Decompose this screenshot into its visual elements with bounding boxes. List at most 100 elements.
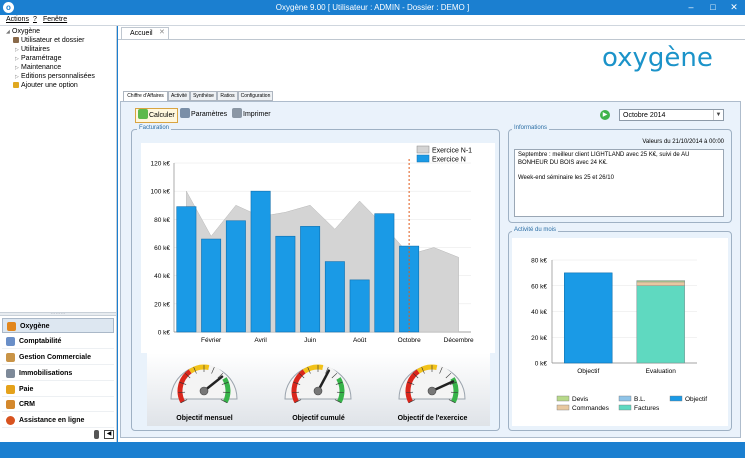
imprimer-button[interactable]: Imprimer [232, 108, 271, 121]
collapse-icon[interactable]: ◀ [104, 430, 114, 439]
bar-mai [275, 235, 296, 333]
y-tick-label: 80 k€ [154, 217, 170, 224]
module-crm[interactable]: CRM [2, 397, 114, 412]
gauge-band [405, 369, 420, 404]
gauge-tick [439, 367, 443, 374]
subtab-synthese[interactable]: Synthèse [190, 91, 217, 101]
building-icon [6, 369, 15, 378]
bar-evaluation-factures [636, 285, 685, 364]
tree-item-user[interactable]: Utilisateur et dossier [13, 37, 84, 44]
caret-down-icon: ◢ [6, 29, 10, 35]
legend-swatch [618, 395, 632, 402]
legend-swatch [556, 395, 570, 402]
x-tick-label: Juin [304, 337, 316, 344]
legend-label: B.L. [634, 396, 646, 403]
gauge-tick [211, 367, 215, 374]
gauge-tick [408, 399, 416, 404]
window-title-bar: Oxygène 9.00 [ Utilisateur : ADMIN - Dos… [0, 0, 745, 15]
gauge-band [302, 364, 324, 374]
module-paie[interactable]: Paie [2, 382, 114, 397]
gauge-tick [331, 372, 338, 379]
crm-icon [6, 400, 15, 409]
gauge-tick [307, 367, 311, 374]
y-tick-label: 40 k€ [154, 273, 170, 280]
tree-item-maintenance[interactable]: ▷ Maintenance [15, 64, 62, 71]
legend-swatch [618, 404, 632, 411]
legend-label-n: Exercice N [432, 157, 466, 164]
legend-label: Commandes [572, 405, 610, 412]
caret-right-icon: ▷ [15, 65, 19, 71]
menu-window[interactable]: Fenêtre [43, 16, 68, 23]
commerce-icon [6, 353, 15, 362]
printer-icon [232, 108, 242, 118]
subtab-ratios[interactable]: Ratios [217, 91, 238, 101]
tab-close-icon[interactable]: ✕ [159, 29, 165, 36]
gauge-tick [221, 381, 229, 385]
help-icon [6, 416, 15, 425]
y-tick-label: 0 k€ [535, 361, 548, 368]
gauge-tick [407, 381, 415, 385]
caret-right-icon: ▷ [15, 56, 19, 62]
x-tick-label: Objectif [577, 368, 599, 375]
module-gestion-commerciale[interactable]: Gestion Commerciale [2, 350, 114, 365]
chevron-down-icon[interactable]: ▼ [713, 110, 723, 120]
period-select[interactable]: Octobre 2014 [619, 109, 724, 121]
subtab-configuration[interactable]: Configuration [238, 91, 273, 101]
tree-item-add-option[interactable]: Ajouter une option [13, 82, 78, 89]
y-tick-label: 0 k€ [158, 330, 171, 337]
legend-label: Devis [572, 396, 589, 403]
activite-chart: 0 k€ 20 k€ 40 k€ 60 k€ 80 k€ Objectif Evaluat… [512, 238, 728, 426]
y-tick-label: 100 k€ [150, 189, 170, 196]
gauge-tick [298, 372, 305, 379]
gauge-band [436, 365, 455, 380]
x-tick-label: Avril [254, 337, 267, 344]
bar-juillet [324, 261, 345, 333]
x-tick-label: Août [353, 337, 367, 344]
gauge-band [208, 365, 227, 380]
module-immobilisations[interactable]: Immobilisations [2, 366, 114, 381]
tree-item-settings[interactable]: ▷ Paramétrage [15, 55, 62, 62]
accounting-icon [6, 337, 15, 346]
tree-item-editions[interactable]: ▷ Editions personnalisées [15, 73, 95, 80]
module-oxygene[interactable]: Oxygène [2, 318, 114, 333]
close-icon[interactable]: ✕ [730, 2, 738, 12]
gauge-tick [334, 399, 342, 404]
gauge-tick [421, 367, 425, 374]
module-assistance[interactable]: Assistance en ligne [2, 413, 114, 428]
play-icon[interactable]: ▶ [600, 110, 610, 120]
gauge-tick [180, 399, 188, 404]
module-comptabilite[interactable]: Comptabilité [2, 334, 114, 349]
maximize-icon[interactable]: □ [710, 2, 716, 12]
bar-août [349, 279, 370, 333]
tree-root[interactable]: ◢ Oxygène [6, 28, 41, 35]
info-textarea[interactable]: Septembre : meilleur client LIGHTLAND av… [514, 149, 724, 217]
y-tick-label: 60 k€ [154, 245, 170, 252]
gauge-band [177, 369, 192, 404]
menu-actions[interactable]: Actions [6, 16, 29, 23]
tree-item-utilities[interactable]: ▷ Utilitaires [15, 46, 50, 53]
gauge-tick [193, 367, 197, 374]
sidebar-splitter[interactable]: ⋯⋯⋯ [0, 312, 116, 317]
tab-accueil[interactable]: Accueil [121, 27, 169, 39]
parametres-button[interactable]: Paramètres [180, 108, 227, 121]
legend-swatch [556, 404, 570, 411]
y-tick-label: 80 k€ [531, 258, 547, 265]
oxygene-logo: oxygène [602, 43, 713, 73]
microphone-icon[interactable] [94, 430, 99, 439]
gauge-exercice: Objectif de l'exercice [375, 353, 490, 426]
gauge-tick [293, 381, 301, 385]
subtab-activite[interactable]: Activité [168, 91, 190, 101]
gauge-tick [179, 381, 187, 385]
gauge-tick [412, 372, 419, 379]
activite-title: Activité du mois [512, 227, 559, 233]
gauge-tick [294, 399, 302, 404]
app-icon[interactable]: o [3, 2, 14, 13]
lock-icon [13, 82, 19, 88]
menu-help[interactable]: ? [33, 16, 37, 23]
bar-janvier [176, 206, 197, 333]
informations-title: Informations [512, 125, 550, 131]
calculer-button[interactable]: Calculer [135, 108, 178, 123]
facturation-chart: 0 k€ 20 k€ 40 k€ 60 k€ 80 k€ 100 k€ 120 k€ Fév… [141, 143, 495, 353]
x-tick-label: Décembre [444, 337, 474, 344]
minimize-icon[interactable]: – [688, 2, 694, 12]
